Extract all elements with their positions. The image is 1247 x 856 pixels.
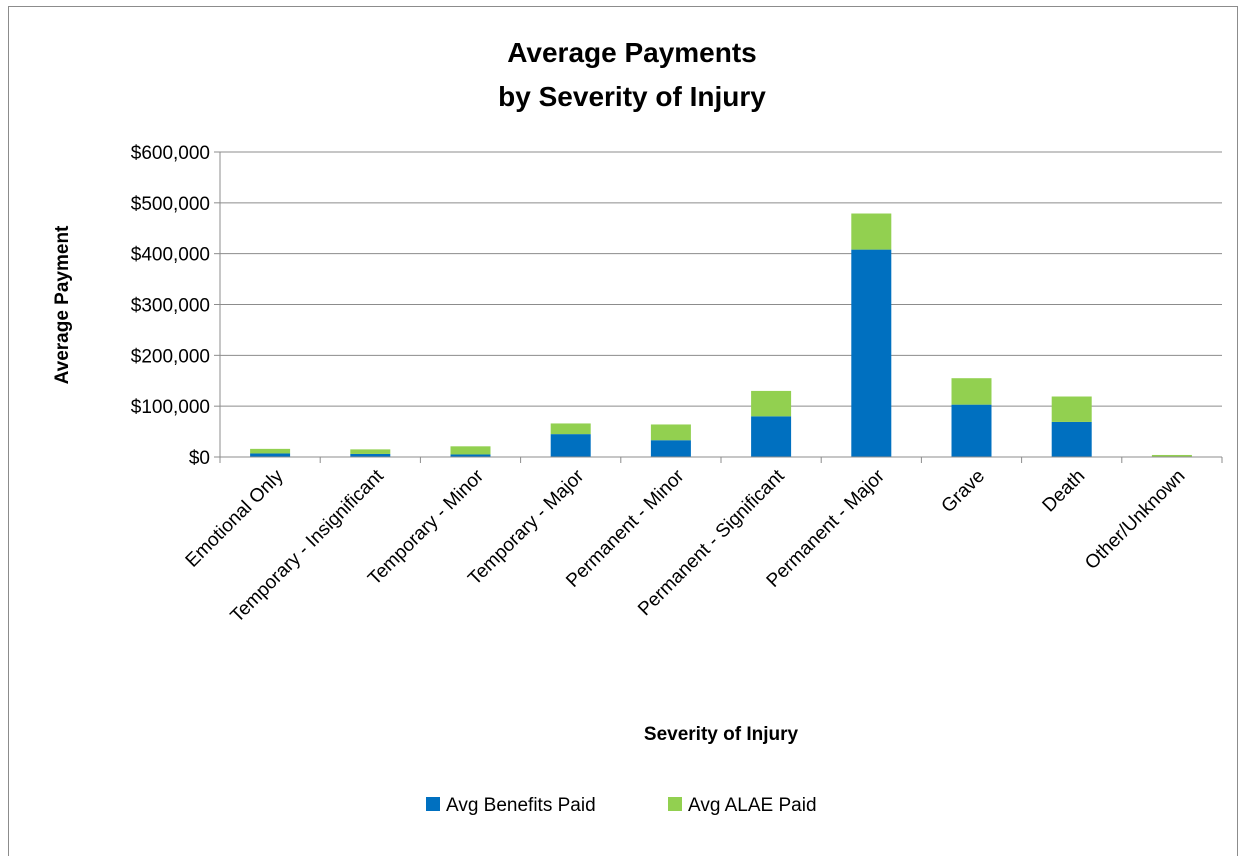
bar-alae [550,423,591,435]
y-tick-label: $300,000 [131,296,210,317]
legend-label-benefits: Avg Benefits Paid [446,795,596,816]
bar-benefits [851,249,892,457]
bar-alae [751,390,792,417]
chart-title-line-2: by Severity of Injury [498,81,766,112]
bar-benefits [650,440,691,457]
bar-benefits [1051,421,1092,457]
legend-swatch-alae [668,797,682,811]
x-tick-label: Grave [938,466,989,517]
x-tick-label: Death [1039,466,1090,517]
x-axis-title: Severity of Injury [644,724,799,745]
bar-alae [650,424,691,441]
x-tick-label: Other/Unknown [1081,466,1189,574]
y-tick-label: $200,000 [131,346,210,367]
bar-alae [851,213,892,250]
bar-benefits [350,453,391,457]
legend: Avg Benefits Paid Avg ALAE Paid [426,795,817,816]
bar-alae [450,446,491,455]
axes [219,152,1223,463]
bar-benefits [250,453,291,457]
bar-alae [1151,454,1192,457]
y-tick-label: $0 [189,448,210,469]
bar-benefits [450,454,491,457]
y-axis-title: Average Payment [52,225,73,384]
y-axis-ticks: $0 $100,000 $200,000 $300,000 $400,000 $500,0… [131,143,220,469]
y-tick-label: $600,000 [131,143,210,164]
bars [250,213,1192,457]
gridlines [220,151,1222,407]
bar-benefits [751,416,792,457]
y-tick-label: $500,000 [131,194,210,215]
chart-frame [8,6,1238,856]
x-tick-label: Emotional Only [182,465,288,571]
legend-swatch-benefits [426,797,440,811]
bar-alae [1051,396,1092,422]
legend-label-alae: Avg ALAE Paid [688,795,817,816]
chart-title-line-1: Average Payments [507,37,757,68]
bar-alae [951,378,992,405]
bar-benefits [951,404,992,457]
bar-benefits [550,434,591,457]
y-tick-label: $100,000 [131,397,210,418]
y-tick-label: $400,000 [131,245,210,266]
bar-alae [250,448,291,454]
bar-alae [350,449,391,454]
